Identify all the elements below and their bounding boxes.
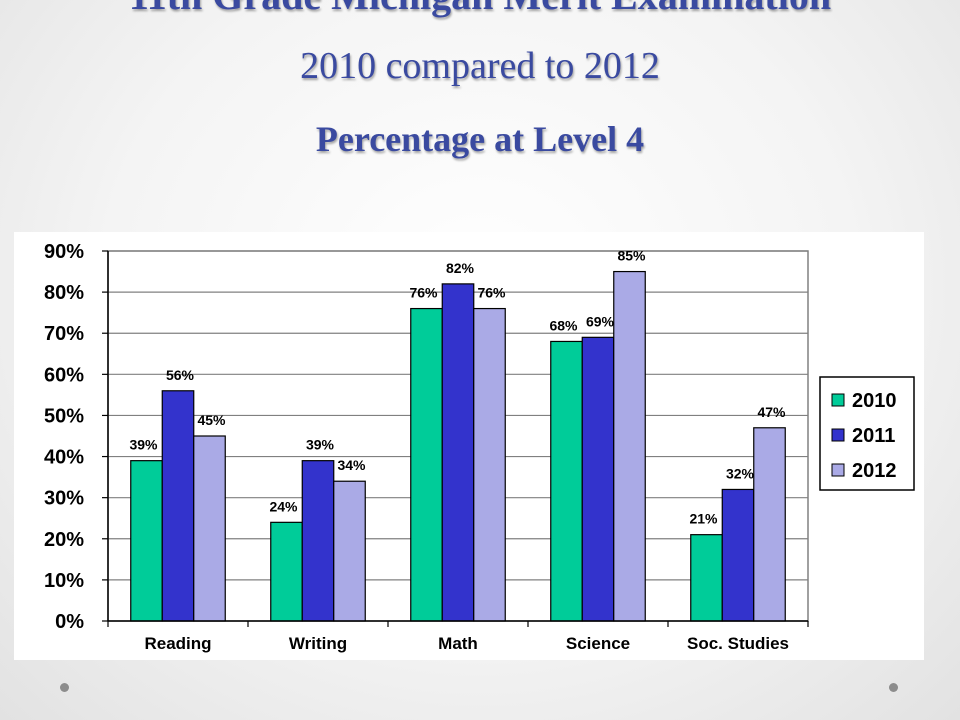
data-label: 34%: [337, 457, 366, 473]
bar-2012-science: [613, 270, 646, 622]
data-label: 39%: [129, 437, 158, 453]
x-tick-label: Math: [438, 634, 478, 653]
bar-2012-reading: [193, 435, 226, 622]
y-tick-label: 10%: [44, 570, 84, 592]
y-tick-label: 70%: [44, 323, 84, 345]
y-tick-label: 60%: [44, 364, 84, 386]
slide-subtitle: Percentage at Level 4: [315, 119, 645, 159]
y-tick-label: 0%: [55, 611, 84, 633]
data-label: 76%: [409, 285, 438, 301]
bar-2011-math: [441, 283, 475, 622]
x-tick-label: Writing: [289, 634, 347, 653]
slide-title-top: 11th Grade Michigan Merit Examination: [0, 0, 960, 19]
slide-title: 2010 compared to 2012: [300, 45, 660, 87]
legend-swatch: [831, 428, 845, 442]
slide-dot-left: [60, 683, 69, 692]
legend-label: 2011: [852, 425, 895, 447]
bar-2012-soc-studies: [753, 427, 786, 622]
bars: [130, 270, 786, 622]
data-label: 56%: [166, 367, 195, 383]
data-label: 47%: [757, 404, 786, 420]
legend-label: 2012: [852, 460, 897, 482]
bar-2010-writing: [270, 521, 303, 622]
y-tick-label: 20%: [44, 529, 84, 551]
bar-2010-science: [550, 340, 583, 622]
data-label: 82%: [446, 260, 475, 276]
data-label: 45%: [197, 412, 226, 428]
legend-label: 2010: [852, 390, 897, 412]
bar-2012-writing: [333, 480, 366, 622]
data-label: 24%: [269, 498, 298, 514]
bar-2010-reading: [130, 460, 163, 622]
data-label: 39%: [306, 437, 335, 453]
x-tick-label: Soc. Studies: [687, 634, 789, 653]
bar-2011-science: [581, 336, 615, 622]
x-tick-label: Science: [566, 634, 630, 653]
bar-2011-soc-studies: [721, 488, 755, 622]
data-label: 68%: [549, 317, 578, 333]
data-label: 21%: [689, 511, 718, 527]
slide-dot-right: [889, 683, 898, 692]
bar-2010-math: [410, 307, 443, 622]
y-tick-label: 50%: [44, 405, 84, 427]
axes: 0% 10% 20% 30% 40% 50% 60% 70% 80% 90% Reading Writ…: [44, 241, 809, 653]
y-tick-label: 80%: [44, 282, 84, 304]
legend: 2010 2011 2012: [819, 376, 915, 491]
bar-2010-soc-studies: [690, 534, 723, 622]
data-labels: 39%56%45%24%39%34%76%82%76%68% 69%85%21%3…: [129, 248, 786, 527]
data-label: 85%: [617, 248, 646, 264]
x-tick-label: Reading: [144, 634, 211, 653]
data-label: 69%: [586, 313, 615, 329]
bar-2011-reading: [161, 390, 195, 622]
legend-swatch: [831, 463, 845, 477]
bar-2011-writing: [301, 460, 335, 622]
data-label: 76%: [477, 285, 506, 301]
y-tick-label: 40%: [44, 447, 84, 469]
legend-swatch: [831, 393, 845, 407]
bar-2012-math: [473, 307, 506, 622]
data-label: 32%: [726, 465, 755, 481]
y-tick-label: 90%: [44, 241, 84, 263]
y-tick-label: 30%: [44, 488, 84, 510]
